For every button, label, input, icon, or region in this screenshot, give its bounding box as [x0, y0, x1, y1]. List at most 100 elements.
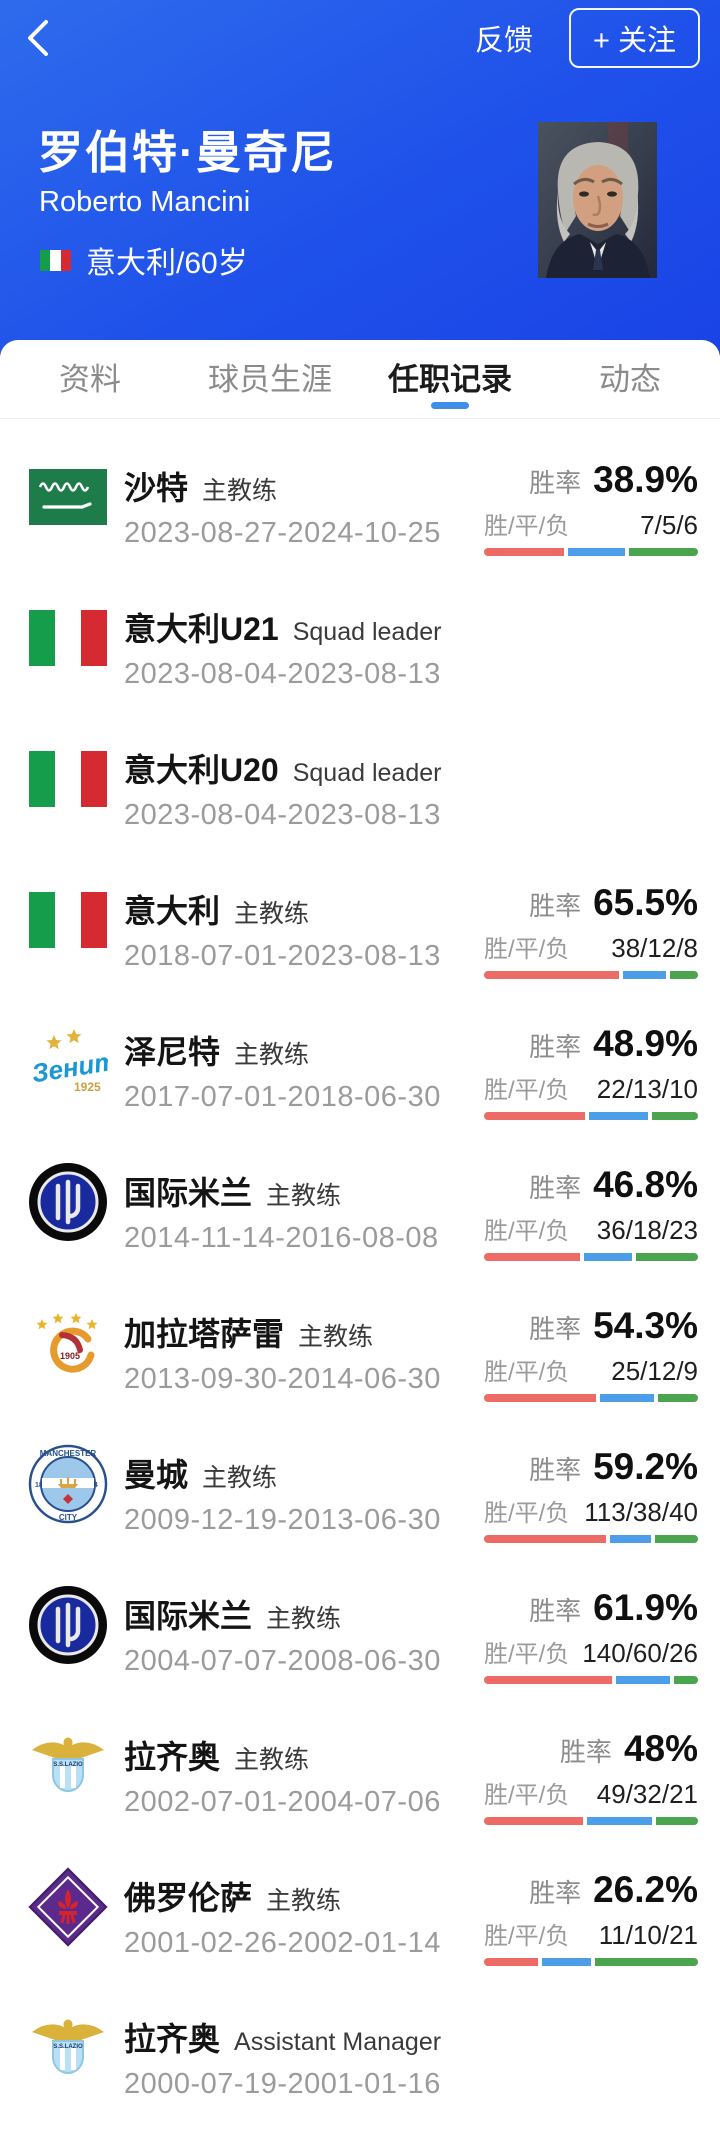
team-name: 意大利U20 — [124, 752, 279, 788]
win-bar-segment — [484, 1817, 583, 1825]
coach-job-item[interactable]: 意大利 主教练 2018-07-01-2023-08-13 胜率 65.5% 胜… — [0, 862, 720, 1003]
wdl-bar — [484, 1253, 698, 1261]
job-role: 主教练 — [266, 1887, 342, 1915]
coach-photo — [538, 122, 657, 278]
job-stats: 胜率 59.2% 胜/平/负 113/38/40 — [484, 1446, 698, 1543]
team-name: 意大利U21 — [124, 611, 279, 647]
wdl-bar — [484, 1394, 698, 1402]
coach-job-item[interactable]: 沙特 主教练 2023-08-27-2024-10-25 胜率 38.9% 胜/… — [0, 439, 720, 580]
job-role: 主教练 — [234, 1746, 310, 1774]
inter-milan-logo — [29, 1163, 107, 1241]
loss-bar-segment — [636, 1253, 698, 1261]
job-period: 2001-02-26-2002-01-14 — [124, 1927, 441, 1959]
draw-bar-segment — [599, 1394, 654, 1402]
team-name: 曼城 — [124, 1457, 189, 1493]
loss-bar-segment — [629, 548, 698, 556]
tab-任职记录[interactable]: 任职记录 — [360, 340, 540, 418]
draw-bar-segment — [586, 1817, 652, 1825]
coach-job-item[interactable]: Зенит 1925 泽尼特 主教练 2017-07-01-2018-06-30… — [0, 1003, 720, 1144]
fiorentina-logo — [28, 1867, 108, 1947]
win-rate-label: 胜率 — [529, 1455, 582, 1485]
svg-text:CITY: CITY — [59, 1513, 78, 1522]
wdl-values: 22/13/10 — [596, 1074, 698, 1104]
team-name: 国际米兰 — [124, 1598, 253, 1634]
job-role: 主教练 — [266, 1605, 342, 1633]
tab-资料[interactable]: 资料 — [59, 362, 121, 397]
job-stats: 胜率 54.3% 胜/平/负 25/12/9 — [484, 1305, 698, 1402]
win-rate-label: 胜率 — [529, 1173, 582, 1203]
wdl-label: 胜/平/负 — [484, 936, 570, 963]
loss-bar-segment — [595, 1958, 698, 1966]
job-role: Assistant Manager — [234, 2028, 442, 2056]
job-stats: 胜率 46.8% 胜/平/负 36/18/23 — [484, 1164, 698, 1261]
win-rate-label: 胜率 — [529, 1032, 582, 1062]
content-card: 资料 球员生涯 任职记录 动态 沙特 主教练 2023-08-27-2024-10-2… — [0, 340, 720, 2131]
job-stats: 胜率 26.2% 胜/平/负 11/10/21 — [484, 1869, 698, 1966]
tab-动态[interactable]: 动态 — [599, 362, 661, 397]
coach-job-item[interactable]: S.S.LAZIO 拉齐奥 Assistant Manager 2000-07-… — [0, 1990, 720, 2131]
win-rate-value: 46.8% — [593, 1164, 698, 1205]
win-rate-value: 38.9% — [593, 459, 698, 500]
wdl-label: 胜/平/负 — [484, 1782, 570, 1809]
win-rate-value: 26.2% — [593, 1869, 698, 1910]
team-name: 沙特 — [124, 470, 189, 506]
win-rate-value: 48.9% — [593, 1023, 698, 1064]
italy-flag-logo — [29, 610, 107, 666]
job-history-list: 沙特 主教练 2023-08-27-2024-10-25 胜率 38.9% 胜/… — [0, 419, 720, 2131]
wdl-values: 113/38/40 — [584, 1497, 698, 1527]
loss-bar-segment — [655, 1817, 698, 1825]
inter-milan-logo — [29, 1586, 107, 1664]
coach-job-item[interactable]: 佛罗伦萨 主教练 2001-02-26-2002-01-14 胜率 26.2% … — [0, 1849, 720, 1990]
job-stats: 胜率 61.9% 胜/平/负 140/60/26 — [484, 1587, 698, 1684]
team-name: 泽尼特 — [124, 1034, 221, 1070]
loss-bar-segment — [669, 971, 698, 979]
italy-flag-logo — [29, 892, 107, 948]
coach-job-item[interactable]: 1905 加拉塔萨雷 主教练 2013-09-30-2014-06-30 胜率 … — [0, 1285, 720, 1426]
wdl-label: 胜/平/负 — [484, 1359, 570, 1386]
coach-job-item[interactable]: 国际米兰 主教练 2004-07-07-2008-06-30 胜率 61.9% … — [0, 1567, 720, 1708]
win-rate-label: 胜率 — [529, 1314, 582, 1344]
job-role: 主教练 — [266, 1182, 342, 1210]
back-button[interactable] — [24, 18, 68, 58]
svg-text:1905: 1905 — [60, 1351, 80, 1361]
coach-job-item[interactable]: 意大利U21 Squad leader 2023-08-04-2023-08-1… — [0, 580, 720, 721]
wdl-label: 胜/平/负 — [484, 513, 570, 540]
job-period: 2002-07-01-2004-07-06 — [124, 1786, 441, 1818]
italy-flag-icon — [40, 249, 71, 271]
job-stats: 胜率 48.9% 胜/平/负 22/13/10 — [484, 1023, 699, 1120]
coach-job-item[interactable]: S.S.LAZIO 拉齐奥 主教练 2002-07-01-2004-07-06 … — [0, 1708, 720, 1849]
job-role: 主教练 — [202, 1464, 278, 1492]
top-bar: 反馈 + 关注 — [0, 0, 720, 68]
job-stats: 胜率 38.9% 胜/平/负 7/5/6 — [484, 459, 698, 556]
wdl-bar — [484, 1958, 698, 1966]
coach-job-item[interactable]: 国际米兰 主教练 2014-11-14-2016-08-08 胜率 46.8% … — [0, 1144, 720, 1285]
win-bar-segment — [484, 1253, 581, 1261]
coach-job-item[interactable]: MANCHESTER CITY 18 94 曼城 主教练 2009-12-19-… — [0, 1426, 720, 1567]
svg-text:S.S.LAZIO: S.S.LAZIO — [53, 1762, 83, 1768]
draw-bar-segment — [588, 1112, 649, 1120]
saudi-flag-logo — [29, 469, 107, 525]
job-role: 主教练 — [202, 477, 278, 505]
win-rate-label: 胜率 — [529, 1878, 582, 1908]
wdl-values: 36/18/23 — [596, 1215, 698, 1245]
win-rate-label: 胜率 — [529, 891, 582, 921]
svg-text:MANCHESTER: MANCHESTER — [40, 1449, 97, 1458]
job-role: Squad leader — [292, 618, 442, 646]
tab-球员生涯[interactable]: 球员生涯 — [208, 362, 332, 397]
team-name: 佛罗伦萨 — [124, 1880, 253, 1916]
svg-text:S.S.LAZIO: S.S.LAZIO — [53, 2044, 83, 2050]
coach-job-item[interactable]: 意大利U20 Squad leader 2023-08-04-2023-08-1… — [0, 721, 720, 862]
job-stats: 胜率 48% 胜/平/负 49/32/21 — [484, 1728, 698, 1825]
team-name: 国际米兰 — [124, 1175, 253, 1211]
win-rate-label: 胜率 — [529, 468, 582, 498]
win-bar-segment — [484, 1112, 585, 1120]
win-bar-segment — [484, 1535, 606, 1543]
job-period: 2023-08-04-2023-08-13 — [124, 658, 441, 690]
follow-button[interactable]: + 关注 — [569, 8, 700, 68]
job-stats: 胜率 65.5% 胜/平/负 38/12/8 — [484, 882, 698, 979]
team-name: 加拉塔萨雷 — [124, 1316, 285, 1352]
draw-bar-segment — [568, 548, 626, 556]
wdl-bar — [484, 971, 698, 979]
win-rate-label: 胜率 — [529, 1596, 582, 1626]
feedback-button[interactable]: 反馈 — [474, 25, 533, 57]
